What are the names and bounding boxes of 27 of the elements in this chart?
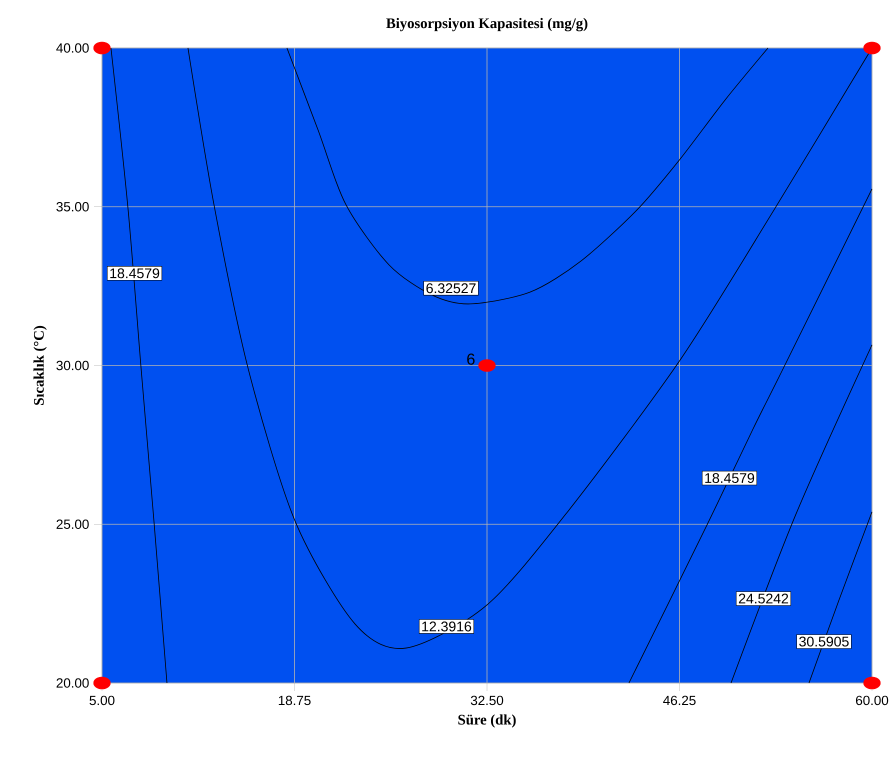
annotation: 6 xyxy=(467,353,475,365)
point xyxy=(863,42,881,54)
series-label: 24.5242 xyxy=(738,594,788,604)
y-tick-label: 35.00 xyxy=(56,202,89,212)
chart-title: Biyosorpsiyon Kapasitesi (mg/g) xyxy=(386,18,588,32)
series-label: 30.5905 xyxy=(799,636,849,647)
series-label: 18.4579 xyxy=(705,473,754,484)
point xyxy=(863,676,881,690)
x-axis-title: Süre (dk) xyxy=(458,714,516,728)
y-tick-label: 40.00 xyxy=(56,43,89,53)
x-tick-label: 5.00 xyxy=(90,696,114,706)
point xyxy=(93,676,111,690)
y-axis-title: Sıcaklık (°C) xyxy=(33,326,47,405)
y-tick-label: 25.00 xyxy=(56,520,89,529)
series-label: 12.3916 xyxy=(422,622,472,632)
x-tick-label: 32.50 xyxy=(470,696,504,706)
point xyxy=(93,42,111,54)
y-tick-label: 20.00 xyxy=(56,678,89,688)
x-tick-label: 60.00 xyxy=(856,696,888,706)
point xyxy=(478,359,496,372)
y-tick-label: 30.00 xyxy=(56,360,89,370)
x-tick-label: 18.75 xyxy=(278,696,311,706)
series-label: 18.4579 xyxy=(110,268,160,278)
line-series xyxy=(628,188,872,684)
x-tick-label: 46.25 xyxy=(663,696,696,706)
line-series xyxy=(286,48,768,304)
series-label: 6.32527 xyxy=(426,283,476,294)
